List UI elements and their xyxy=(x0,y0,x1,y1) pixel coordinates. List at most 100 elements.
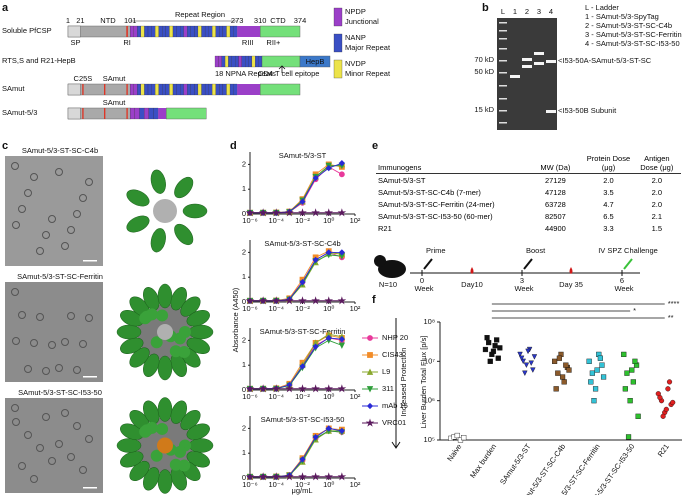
model-arm xyxy=(156,309,169,322)
hepb-label: HepB xyxy=(306,57,325,66)
site: SP xyxy=(70,38,80,47)
scale-bar xyxy=(83,487,97,489)
site: RI xyxy=(123,38,131,47)
significance: **** xyxy=(668,299,680,308)
immunogen-table: Immunogens MW (Da) Protein Dose (μg) Antige… xyxy=(376,152,681,234)
legend-swatch xyxy=(333,59,343,79)
band xyxy=(522,58,532,61)
panel-label: d xyxy=(230,140,237,152)
point xyxy=(525,348,531,355)
point xyxy=(271,472,281,481)
ladder-band xyxy=(499,30,507,32)
point xyxy=(311,296,320,305)
repeat-unit xyxy=(233,83,238,96)
lane-label: L xyxy=(501,7,505,16)
point xyxy=(497,345,503,351)
mw-marker: 70 kD xyxy=(474,55,494,64)
table-cell: Antigen Dose (μg) xyxy=(632,152,681,174)
repeat-unit xyxy=(226,25,231,38)
mouse-head xyxy=(374,255,386,267)
group-size: N=10 xyxy=(379,280,397,289)
table-cell: 2.0 xyxy=(651,199,663,209)
syringe-icon xyxy=(423,258,433,270)
series-line xyxy=(250,430,342,478)
chart-title: SAmut-5/3-ST xyxy=(279,151,327,160)
point xyxy=(555,370,561,376)
em-particle xyxy=(12,418,20,426)
mouse-body xyxy=(378,260,406,278)
construct-name: RTS,S and R21-HepB xyxy=(2,56,76,65)
point xyxy=(632,358,638,364)
repeat-unit xyxy=(148,107,154,120)
em-particle xyxy=(11,162,19,170)
y-tick-label: 10⁷ xyxy=(424,356,435,365)
repeat-unit xyxy=(165,83,170,96)
position: 101 xyxy=(124,16,137,25)
point xyxy=(338,336,345,343)
series-line xyxy=(250,430,342,478)
repeat-unit xyxy=(238,55,242,68)
table-cell: 47128 xyxy=(544,187,566,197)
point xyxy=(621,351,627,358)
em-particle xyxy=(85,435,93,443)
panel-label: a xyxy=(2,2,9,14)
table-cell: 2.0 xyxy=(651,187,663,197)
em-particle xyxy=(61,242,69,250)
model-arm xyxy=(186,337,210,354)
mutation: C25S xyxy=(74,74,93,83)
x-tick-label: 10⁰ xyxy=(323,480,334,489)
point xyxy=(271,384,281,393)
epitope-label: CD4 T cell epitope xyxy=(258,69,319,78)
chart-title: SAmut-5/3-ST-SC-Ferritin xyxy=(260,327,346,336)
table-row: SAmut-5/3-ST 27129 2.0 2.0 xyxy=(376,174,681,187)
repeat-unit xyxy=(201,25,206,38)
point xyxy=(666,379,673,385)
repeat-unit xyxy=(245,55,249,68)
x-tick-label: 10⁻⁶ xyxy=(242,392,257,401)
significance: ** xyxy=(668,313,674,322)
repeat-unit xyxy=(235,55,239,68)
point xyxy=(630,379,636,385)
point xyxy=(556,355,563,361)
position: 273 xyxy=(231,16,244,25)
point xyxy=(663,406,669,412)
x-tick-label: 10⁻⁶ xyxy=(242,480,257,489)
point xyxy=(298,472,307,481)
table-cell: 2.0 xyxy=(651,175,663,185)
model-arm xyxy=(143,467,160,491)
em-particle xyxy=(48,457,56,465)
ladder-band xyxy=(499,22,507,24)
sp xyxy=(67,25,81,38)
legend-marker xyxy=(366,368,374,375)
point xyxy=(563,362,569,368)
point xyxy=(271,208,281,217)
gel-key: 3 - SAmut-5/3-ST-SC-Ferritin xyxy=(585,30,682,39)
y-tick-label: 2 xyxy=(242,247,246,256)
em-particle xyxy=(30,173,38,181)
model-arm xyxy=(116,438,142,453)
ladder-band xyxy=(499,122,507,124)
annotation: Increased Protection xyxy=(399,348,408,417)
mw-marker: 50 kD xyxy=(474,67,494,76)
x-tick-label: 10⁰ xyxy=(323,304,334,313)
em-particle xyxy=(36,313,44,321)
repeat-unit xyxy=(147,25,152,38)
band xyxy=(522,65,532,68)
point xyxy=(338,427,345,434)
x-tick-label: R21 xyxy=(656,442,671,458)
repeat-unit xyxy=(183,83,188,96)
legend-desc: Junctional xyxy=(345,17,379,26)
repeat-unit xyxy=(183,25,188,38)
repeat-unit xyxy=(144,83,149,96)
point xyxy=(522,370,528,377)
point xyxy=(338,342,346,349)
em-particle xyxy=(30,339,38,347)
repeat-unit xyxy=(222,25,227,38)
table-row: SAmut-5/3-ST-SC-C4b (7-mer) 47128 3.5 2.0 xyxy=(376,186,681,198)
em-particle xyxy=(67,453,75,461)
repeat-unit xyxy=(231,55,236,68)
point xyxy=(325,334,332,342)
repeat-unit xyxy=(258,55,263,68)
